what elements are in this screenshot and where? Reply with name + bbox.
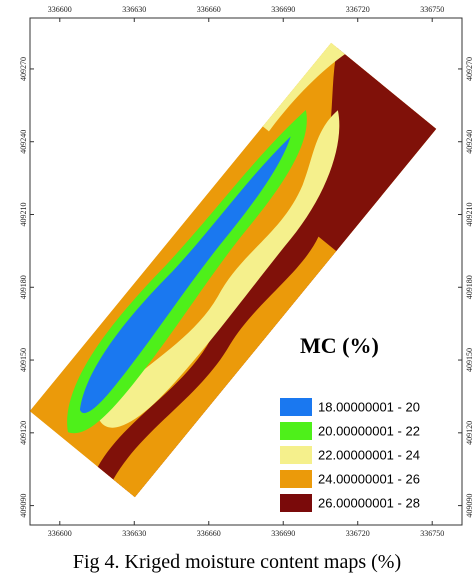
x-tick-label-bottom: 336720	[346, 529, 370, 538]
legend-swatch	[280, 494, 312, 512]
y-tick-label-right: 409180	[465, 275, 474, 299]
zone-dry	[98, 110, 340, 428]
x-tick-label-bottom: 336750	[420, 529, 444, 538]
x-tick-label-bottom: 336690	[271, 529, 295, 538]
y-tick-label-right: 409120	[465, 421, 474, 445]
y-tick-label-right: 409090	[465, 494, 474, 518]
legend-swatch	[280, 398, 312, 416]
x-tick-label-top: 336660	[197, 5, 221, 14]
y-tick-label-right: 409210	[465, 202, 474, 226]
legend-swatch	[280, 422, 312, 440]
x-tick-label-bottom: 336600	[48, 529, 72, 538]
y-tick-label-left: 409240	[19, 130, 28, 154]
moisture-field	[29, 42, 437, 498]
legend-label: 20.00000001 - 22	[318, 423, 420, 438]
y-tick-label-left: 409090	[19, 494, 28, 518]
y-tick-label-right: 409270	[465, 57, 474, 81]
caption: Fig 4. Kriged moisture content maps (%)	[73, 551, 401, 573]
zone-orange	[113, 236, 337, 498]
x-tick-label-top: 336750	[420, 5, 444, 14]
x-tick-label-top: 336690	[271, 5, 295, 14]
legend: 18.00000001 - 20 20.00000001 - 22 22.00000…	[280, 398, 420, 512]
zone-driest	[79, 136, 291, 414]
map-frame	[29, 17, 463, 526]
x-tick-label-top: 336630	[122, 5, 146, 14]
y-tick-label-left: 409210	[19, 202, 28, 226]
y-tick-label-left: 409120	[19, 421, 28, 445]
legend-swatch	[280, 446, 312, 464]
zone-wet	[97, 47, 437, 498]
y-tick-label-right: 409150	[465, 348, 474, 372]
y-tick-label-left: 409270	[19, 57, 28, 81]
legend-swatch	[280, 470, 312, 488]
legend-label: 18.00000001 - 20	[318, 399, 420, 414]
legend-label: 24.00000001 - 26	[318, 471, 420, 486]
x-tick-label-top: 336720	[346, 5, 370, 14]
y-tick-label-left: 409150	[19, 348, 28, 372]
x-tick-label-bottom: 336660	[197, 529, 221, 538]
x-tick-label-bottom: 336630	[122, 529, 146, 538]
zone-dry-end	[262, 42, 346, 132]
x-tick-label-top: 336600	[48, 5, 72, 14]
legend-label: 22.00000001 - 24	[318, 447, 420, 462]
y-tick-label-right: 409240	[465, 130, 474, 154]
legend-label: 26.00000001 - 28	[318, 495, 420, 510]
y-tick-label-left: 409180	[19, 275, 28, 299]
legend-title: MC (%)	[300, 333, 379, 358]
